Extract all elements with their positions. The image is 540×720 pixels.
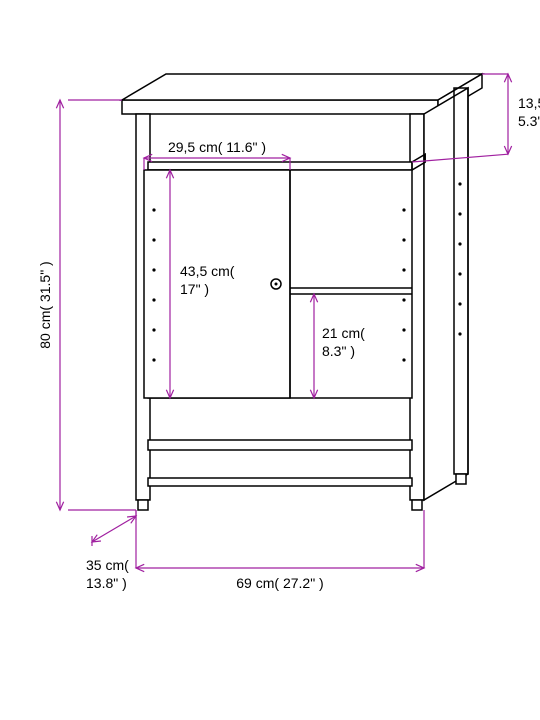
dim-top-gap: 5.3" ): [518, 113, 540, 129]
dim-door-height: 17" ): [180, 281, 209, 297]
svg-text:13,5 cm(: 13,5 cm(: [518, 95, 540, 111]
svg-text:35 cm(: 35 cm(: [86, 557, 129, 573]
dim-height-total: 80 cm( 31.5" ): [37, 261, 53, 348]
dim-depth: 13.8" ): [86, 575, 127, 591]
dim-door-width: 29,5 cm( 11.6" ): [168, 139, 266, 155]
svg-text:21 cm(: 21 cm(: [322, 325, 365, 341]
dim-width: 69 cm( 27.2" ): [236, 575, 323, 591]
cabinet-door: [144, 170, 290, 398]
svg-text:43,5 cm(: 43,5 cm(: [180, 263, 235, 279]
dim-right-shelf: 8.3" ): [322, 343, 355, 359]
